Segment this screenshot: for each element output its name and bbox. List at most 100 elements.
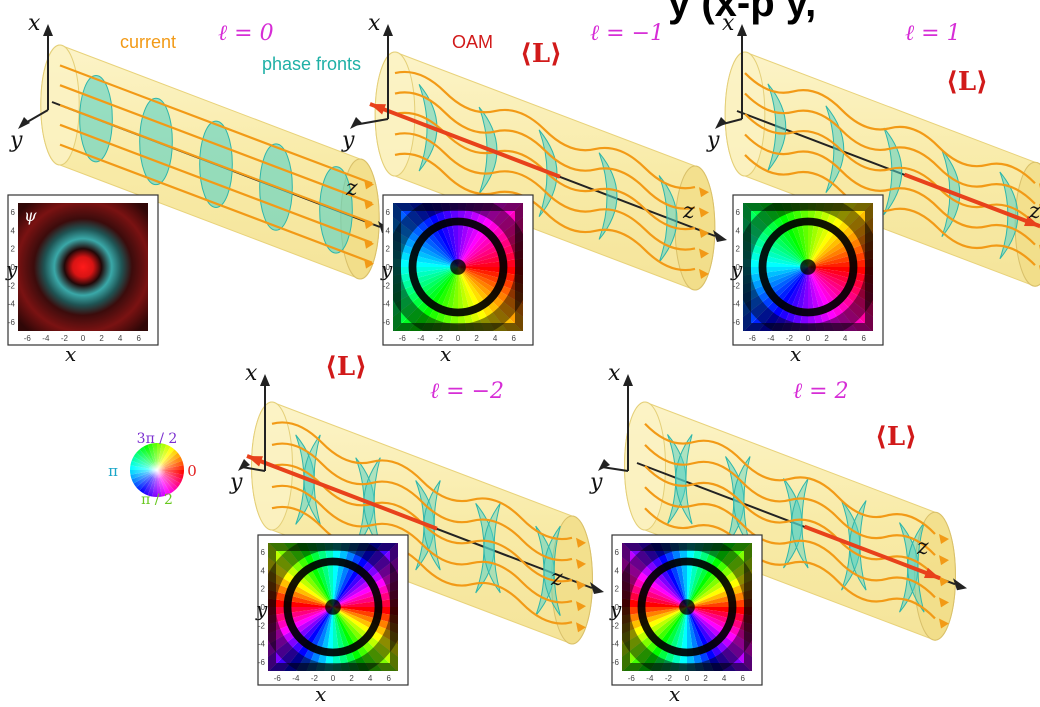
current-arrowhead bbox=[939, 597, 949, 608]
mode-phase-slice bbox=[333, 543, 397, 607]
mode-phase-slice bbox=[687, 543, 737, 607]
y-tick-label: 6 bbox=[386, 208, 391, 217]
current-line bbox=[744, 133, 1036, 246]
current-arrowhead bbox=[699, 268, 709, 279]
phase-front-helix bbox=[598, 152, 618, 240]
mode-phase-slice bbox=[790, 267, 808, 331]
phase-fronts-label: phase fronts bbox=[262, 54, 361, 74]
y-tick-label: 6 bbox=[736, 208, 741, 217]
phase-front-helix bbox=[783, 478, 803, 569]
mode-phase-slice bbox=[333, 607, 370, 671]
mode-phase-slice bbox=[743, 267, 808, 317]
y-tick-label: 2 bbox=[736, 245, 741, 254]
inset-y-label: y bbox=[730, 257, 743, 281]
ell-label: ℓ = 2 bbox=[793, 379, 849, 404]
mode-phase-slice bbox=[808, 267, 873, 317]
mode-phase-slice bbox=[333, 607, 351, 671]
oam-arrowhead bbox=[1024, 215, 1040, 227]
mode-phase-slice bbox=[687, 557, 752, 607]
mode-phase-slice bbox=[269, 607, 333, 671]
inset-x-label: x bbox=[669, 682, 680, 706]
mode-phase-slice bbox=[687, 607, 752, 625]
mode-dark-ring bbox=[283, 557, 383, 657]
current-arrowhead bbox=[364, 258, 374, 269]
x-axis-arrowhead bbox=[623, 374, 633, 386]
x-tick-label: 2 bbox=[99, 334, 104, 343]
mode-phase-slice bbox=[687, 543, 724, 607]
y-axis-arrowhead bbox=[598, 459, 610, 471]
inset-x-label: x bbox=[440, 342, 451, 366]
mode-phase-slice bbox=[393, 229, 458, 267]
angular-momentum-label: ⟨L⟩ bbox=[875, 422, 917, 452]
mode-phase-slice bbox=[333, 607, 383, 671]
x-tick-label: -2 bbox=[61, 334, 69, 343]
y-tick-label: -2 bbox=[258, 621, 266, 630]
mode-image bbox=[393, 203, 523, 331]
current-arrowhead bbox=[576, 601, 586, 612]
x-tick-label: 6 bbox=[386, 674, 391, 683]
mode-phase-slice bbox=[743, 249, 808, 267]
mode-phase-slice bbox=[808, 267, 873, 285]
mode-phase-slice bbox=[622, 607, 687, 657]
z-axis-label: z bbox=[916, 535, 929, 560]
mode-phase-slice bbox=[650, 607, 687, 671]
colorwheel-bottom-label: π / 2 bbox=[141, 492, 173, 508]
mode-phase-slice bbox=[333, 607, 398, 625]
angular-momentum-label: ⟨L⟩ bbox=[520, 39, 562, 69]
x-tick-label: -4 bbox=[292, 674, 300, 683]
mode-image bbox=[743, 203, 873, 331]
current-arrowhead bbox=[364, 219, 374, 229]
y-tick-label: 4 bbox=[386, 226, 391, 235]
current-line bbox=[271, 421, 573, 541]
x-tick-label: -2 bbox=[786, 334, 794, 343]
y-tick-label: 4 bbox=[261, 566, 266, 575]
x-axis-arrowhead bbox=[260, 374, 270, 386]
mode-core bbox=[325, 599, 341, 615]
oam-arrow bbox=[903, 172, 1040, 229]
y-tick-label: -4 bbox=[733, 300, 741, 309]
current-line bbox=[59, 143, 373, 264]
mode-phase-slice bbox=[758, 203, 808, 267]
current-arrowhead bbox=[576, 580, 586, 590]
mode-phase-slice bbox=[458, 267, 508, 331]
x-axis-label: x bbox=[608, 361, 621, 386]
inset-x-label: x bbox=[315, 682, 326, 706]
mode-image bbox=[268, 543, 398, 671]
mode-phase-slice bbox=[622, 607, 687, 625]
mode-phase-slice bbox=[808, 203, 858, 267]
y-tick-label: 0 bbox=[386, 263, 391, 272]
mode-phase-slice bbox=[458, 203, 495, 267]
mode-phase-slice bbox=[650, 543, 687, 607]
mode-phase-slice bbox=[421, 267, 458, 331]
mode-phase-slice bbox=[393, 267, 458, 285]
oam-arrowhead bbox=[370, 104, 386, 115]
y-tick-label: 0 bbox=[615, 603, 620, 612]
mode-phase-slice bbox=[458, 267, 523, 285]
y-tick-label: 4 bbox=[736, 226, 741, 235]
mode-phase-slice bbox=[743, 229, 808, 267]
mode-dark-ring bbox=[758, 217, 858, 317]
inset-y-label: y bbox=[5, 257, 18, 281]
mode-phase-slice bbox=[622, 589, 687, 607]
phase-front-helix bbox=[658, 175, 678, 263]
mode-phase-slice bbox=[458, 267, 523, 305]
angular-momentum-label: ⟨L⟩ bbox=[325, 352, 367, 382]
y-tick-label: -6 bbox=[383, 318, 391, 327]
y-axis-label: y bbox=[229, 470, 243, 495]
x-axis-arrowhead bbox=[737, 24, 747, 36]
inset-x-label: x bbox=[790, 342, 801, 366]
mode-phase-slice bbox=[771, 203, 808, 267]
y-tick-label: 6 bbox=[11, 208, 16, 217]
oam-label: OAM bbox=[452, 32, 493, 52]
inset-y-label: y bbox=[609, 597, 622, 621]
current-line bbox=[644, 422, 936, 535]
phase-front-helix bbox=[543, 525, 561, 616]
mode-phase-slice bbox=[296, 543, 333, 607]
x-tick-label: 4 bbox=[118, 334, 123, 343]
mode-phase-slice bbox=[687, 607, 752, 657]
phase-front-helix bbox=[883, 127, 903, 216]
z-axis-arrowhead bbox=[953, 578, 967, 591]
mode-phase-slice bbox=[333, 607, 398, 645]
y-axis-arrowhead bbox=[18, 117, 30, 129]
mode-phase-slice bbox=[687, 607, 737, 671]
